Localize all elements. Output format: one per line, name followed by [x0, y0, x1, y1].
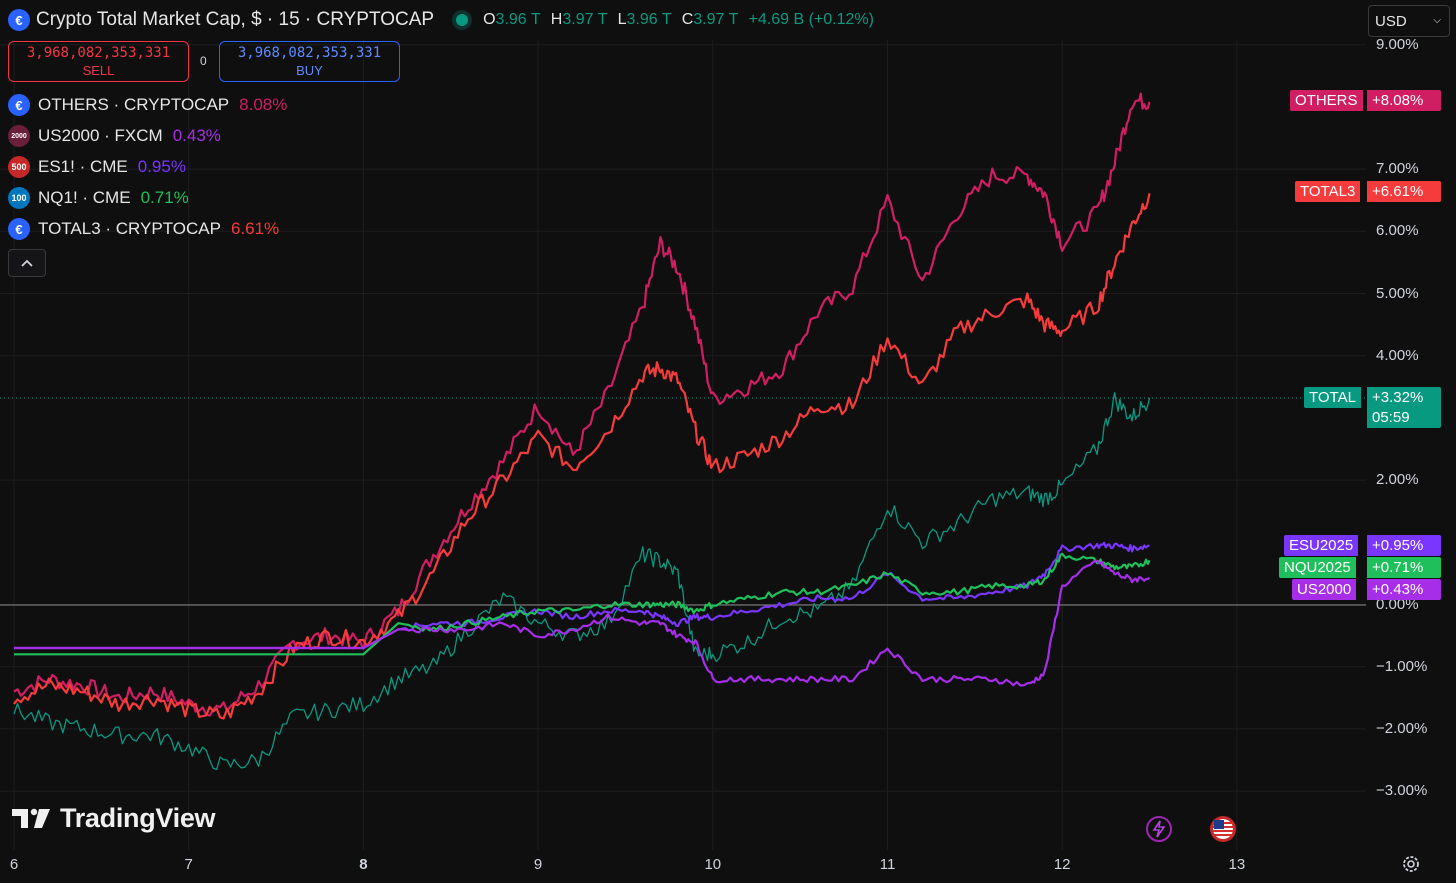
- y-tick-label: −3.00%: [1376, 782, 1428, 800]
- legend-item[interactable]: € OTHERS · CRYPTOCAP 8.08%: [8, 93, 287, 117]
- series-line-esu2025[interactable]: [14, 541, 1150, 650]
- symbol-header[interactable]: € Crypto Total Market Cap, $ · 15 · CRYP…: [8, 7, 874, 33]
- y-tick-label: 7.00%: [1376, 160, 1419, 178]
- collapse-legend-button[interactable]: [8, 249, 46, 277]
- lightning-icon[interactable]: [1146, 816, 1172, 842]
- x-tick-label: 13: [1228, 856, 1246, 873]
- price-tag-others: OTHERS +8.08%: [1290, 90, 1441, 111]
- legend-symbol: US2000 · FXCM: [38, 126, 163, 145]
- buy-button[interactable]: 3,968,082,353,331 BUY: [219, 41, 400, 82]
- x-tick-label: 10: [704, 856, 722, 873]
- series-line-us2000[interactable]: [14, 559, 1151, 687]
- nasdaq100-badge-icon: 100: [8, 187, 30, 209]
- cryptocap-coin-icon: €: [8, 218, 30, 240]
- sell-button[interactable]: 3,968,082,353,331 SELL: [8, 41, 189, 82]
- price-tag-us2000: US2000 +0.43%: [1292, 579, 1441, 600]
- chevron-up-icon: [21, 259, 33, 267]
- price-tag-total: TOTAL +3.32% 05:59: [1304, 387, 1441, 428]
- legend-change: 0.95%: [137, 157, 186, 176]
- legend-symbol: TOTAL3 · CRYPTOCAP: [38, 219, 221, 238]
- legend-item[interactable]: 500 ES1! · CME 0.95%: [8, 155, 186, 179]
- y-tick-label: 4.00%: [1376, 346, 1419, 364]
- change-readout: +4.69 B (+0.12%): [748, 11, 874, 28]
- y-tick-label: 5.00%: [1376, 284, 1419, 302]
- legend-change: 6.61%: [230, 219, 280, 238]
- legend-symbol: ES1! · CME: [38, 157, 128, 176]
- x-tick-label: 12: [1053, 856, 1071, 873]
- legend-item[interactable]: 100 NQ1! · CME 0.71%: [8, 186, 189, 210]
- legend-change: 0.43%: [172, 126, 221, 145]
- legend-change: 8.08%: [239, 95, 288, 114]
- x-tick-label: 8: [359, 856, 368, 873]
- market-status-icon[interactable]: [456, 14, 469, 26]
- series-line-total[interactable]: [13, 392, 1151, 771]
- tradingview-logo[interactable]: TradingView: [12, 802, 216, 834]
- ohlc-readout: O3.96 T H3.97 T L3.96 T C3.97 T +4.69 B …: [483, 11, 874, 28]
- us-flag-icon[interactable]: [1210, 816, 1236, 842]
- series-line-others[interactable]: [13, 92, 1151, 717]
- y-tick-label: −1.00%: [1376, 657, 1428, 675]
- spread-value: 0: [200, 54, 207, 68]
- y-tick-label: 2.00%: [1376, 471, 1419, 489]
- symbol-title: Crypto Total Market Cap, $ · 15 · CRYPTO…: [36, 9, 435, 30]
- price-tag-esu2025: ESU2025 +0.95%: [1284, 535, 1441, 556]
- y-tick-label: −2.00%: [1376, 719, 1428, 737]
- y-tick-label: 9.00%: [1376, 35, 1419, 53]
- cryptocap-coin-icon: €: [8, 9, 30, 31]
- x-tick-label: 9: [533, 856, 543, 873]
- legend-item[interactable]: 2000 US2000 · FXCM 0.43%: [8, 124, 221, 148]
- x-tick-label: 11: [879, 856, 896, 873]
- legend-change: 0.71%: [140, 188, 189, 207]
- tradingview-logo-icon: [12, 808, 50, 828]
- price-tag-nqu2025: NQU2025 +0.71%: [1279, 557, 1441, 578]
- gear-icon[interactable]: [1400, 853, 1422, 875]
- x-tick-label: 7: [184, 856, 193, 873]
- currency-select[interactable]: USD ⌵: [1368, 5, 1450, 37]
- price-tag-total3: TOTAL3 +6.61%: [1295, 181, 1441, 202]
- chevron-down-icon: ⌵: [1433, 15, 1441, 26]
- legend-item[interactable]: € TOTAL3 · CRYPTOCAP 6.61%: [8, 217, 279, 241]
- bar-countdown: 05:59: [1372, 409, 1410, 426]
- cryptocap-coin-icon: €: [8, 94, 30, 116]
- legend-symbol: NQ1! · CME: [38, 188, 131, 207]
- series-line-total3[interactable]: [13, 193, 1151, 720]
- series-line-nqu2025[interactable]: [14, 552, 1151, 656]
- x-tick-label: 6: [9, 856, 19, 873]
- us2000-badge-icon: 2000: [8, 125, 30, 147]
- sp500-badge-icon: 500: [8, 156, 30, 178]
- legend-symbol: OTHERS · CRYPTOCAP: [38, 95, 230, 114]
- y-tick-label: 6.00%: [1376, 222, 1419, 240]
